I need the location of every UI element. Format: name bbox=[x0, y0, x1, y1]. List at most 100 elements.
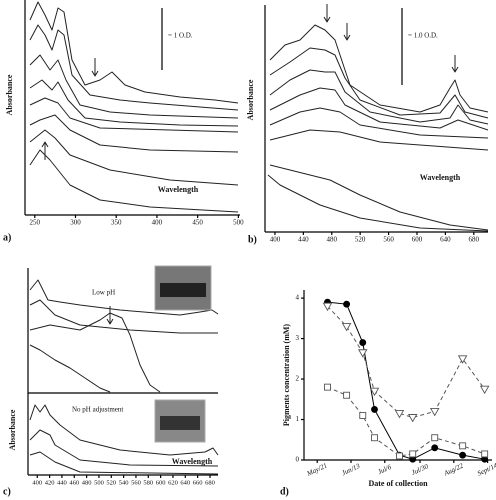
marker bbox=[359, 339, 367, 347]
x-tick-label: 660 bbox=[193, 479, 203, 486]
x-axis-label: Wavelength bbox=[158, 185, 199, 194]
photo bbox=[160, 416, 200, 430]
spectrum bbox=[29, 404, 219, 456]
x-tick-label: 480 bbox=[327, 236, 338, 244]
marker bbox=[371, 405, 378, 413]
marker bbox=[359, 412, 367, 419]
marker bbox=[407, 414, 418, 423]
marker bbox=[481, 450, 489, 458]
spectrum bbox=[29, 97, 239, 133]
spectrum bbox=[29, 114, 239, 153]
marker bbox=[457, 355, 468, 364]
x-tick-label: Jun/13 bbox=[341, 462, 362, 478]
x-tick-label: 520 bbox=[106, 479, 116, 486]
x-tick-label: 250 bbox=[30, 219, 41, 227]
x-tick-label: 400 bbox=[32, 479, 42, 486]
marker bbox=[322, 302, 333, 312]
x-tick-label: 540 bbox=[119, 479, 129, 486]
spectrum bbox=[29, 279, 219, 316]
y-axis-label: Absorbance bbox=[5, 74, 14, 115]
marker bbox=[459, 451, 467, 459]
spectra-a bbox=[29, 1, 239, 213]
x-tick-label: 640 bbox=[180, 479, 190, 486]
spectrum bbox=[269, 164, 489, 231]
x-tick-label: Aug/22 bbox=[442, 462, 465, 478]
y-tick-label: 4 bbox=[296, 294, 300, 302]
spectrum bbox=[29, 429, 219, 467]
x-tick-label: 440 bbox=[57, 479, 67, 486]
x-tick-label: 580 bbox=[143, 479, 153, 486]
arrow bbox=[323, 4, 331, 23]
marker bbox=[343, 391, 351, 399]
arrow bbox=[41, 141, 49, 160]
x-axis-label: Date of collection bbox=[368, 479, 428, 488]
marker bbox=[409, 450, 417, 458]
x-tick-label: 500 bbox=[94, 479, 104, 486]
series-line bbox=[327, 301, 485, 460]
y-tick-label: 1 bbox=[296, 415, 300, 423]
x-tick-label: May/21 bbox=[305, 462, 329, 479]
x-tick-label: 560 bbox=[131, 479, 141, 486]
arrow bbox=[451, 55, 459, 73]
marker bbox=[371, 434, 378, 442]
marker bbox=[431, 434, 439, 442]
x-tick-label: 420 bbox=[45, 479, 55, 486]
annotation: No pH adjustment bbox=[72, 406, 123, 414]
marker bbox=[343, 300, 351, 308]
x-tick-label: Jul/6 bbox=[377, 463, 394, 476]
spectrum bbox=[29, 79, 239, 127]
y-axis-label: Absorbance bbox=[8, 409, 17, 450]
y-axis-label: Absorbance bbox=[246, 79, 255, 120]
panel-label: d) bbox=[280, 486, 289, 497]
y-axis-label: Pigments concentration (mM) bbox=[282, 324, 291, 427]
x-tick-label: Sept/14 bbox=[476, 461, 496, 477]
spectrum bbox=[29, 24, 239, 111]
spectrum bbox=[269, 87, 489, 131]
spectrum bbox=[269, 69, 489, 125]
x-tick-label: 520 bbox=[355, 236, 366, 244]
x-tick-label: 560 bbox=[383, 236, 394, 244]
x-tick-label: 440 bbox=[298, 236, 309, 244]
panel-label: b) bbox=[248, 234, 257, 245]
spectrum bbox=[29, 149, 239, 213]
spectra-b bbox=[267, 4, 489, 232]
arrow bbox=[343, 23, 351, 41]
spectrum bbox=[29, 451, 219, 475]
x-tick-label: 500 bbox=[233, 219, 244, 227]
x-tick-label: 460 bbox=[69, 479, 79, 486]
annotation: Low pH bbox=[92, 289, 115, 297]
spectrum bbox=[29, 299, 218, 334]
marker bbox=[357, 349, 368, 358]
marker bbox=[459, 442, 467, 450]
marker bbox=[429, 407, 440, 417]
x-tick-label: 450 bbox=[192, 219, 203, 227]
x-tick-label: 680 bbox=[205, 479, 215, 486]
spectrum bbox=[269, 24, 489, 113]
x-tick-label: 600 bbox=[156, 479, 166, 486]
spectrum bbox=[267, 174, 489, 232]
x-axis-label: Wavelength bbox=[420, 173, 461, 182]
photo bbox=[160, 283, 206, 297]
annotation: = 1.0 O.D. bbox=[408, 32, 438, 40]
spectrum bbox=[29, 1, 239, 104]
annotation: = 1 O.D. bbox=[168, 32, 193, 40]
marker bbox=[479, 385, 490, 395]
y-tick-label: 0 bbox=[296, 456, 300, 464]
spectrum bbox=[29, 54, 239, 119]
spectrum bbox=[29, 344, 111, 393]
spectrum bbox=[29, 312, 161, 393]
marker bbox=[369, 387, 380, 397]
spectrum bbox=[269, 107, 489, 139]
x-tick-label: 400 bbox=[152, 219, 163, 227]
y-tick-label: 2 bbox=[296, 375, 300, 383]
panel-label: c) bbox=[3, 486, 11, 497]
marker bbox=[324, 383, 331, 391]
x-tick-label: 680 bbox=[469, 236, 480, 244]
spectrum bbox=[269, 129, 489, 151]
x-tick-label: 300 bbox=[70, 219, 81, 227]
spectra-c bbox=[28, 265, 219, 475]
x-tick-label: 620 bbox=[168, 479, 178, 486]
series-line bbox=[327, 305, 486, 419]
